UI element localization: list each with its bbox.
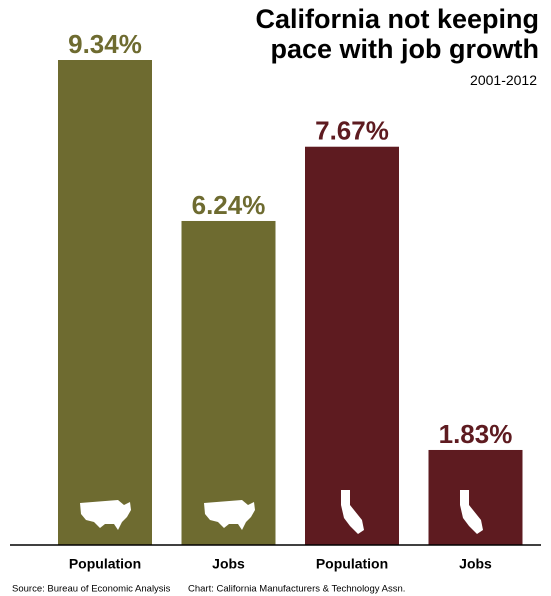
x-tick-label: Jobs (212, 556, 245, 572)
value-label: 7.67% (315, 116, 389, 146)
value-label: 1.83% (439, 419, 513, 449)
california-icon (460, 490, 483, 534)
bar (58, 60, 152, 545)
bar (305, 146, 399, 545)
us-map-icon (204, 500, 255, 530)
chart-subtitle: 2001-2012 (470, 72, 537, 88)
value-label: 9.34% (68, 29, 142, 59)
california-icon (341, 490, 364, 534)
x-tick-label: Population (316, 556, 388, 572)
value-label: 6.24% (192, 190, 266, 220)
chart-title: California not keeping pace with job gro… (255, 4, 539, 64)
icons (80, 490, 483, 534)
x-tick-label: Population (69, 556, 141, 572)
bar (181, 220, 276, 545)
credit: Chart: California Manufacturers & Techno… (188, 584, 405, 595)
source: Source: Bureau of Economic Analysis (12, 584, 171, 595)
us-map-icon (80, 500, 131, 530)
x-tick-label: Jobs (459, 556, 492, 572)
